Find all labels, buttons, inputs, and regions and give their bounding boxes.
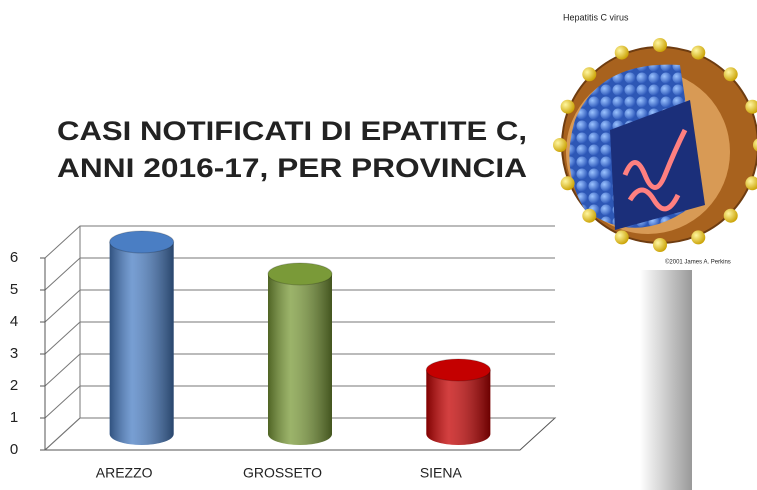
y-tick-label: 6: [10, 249, 18, 266]
y-tick-label: 2: [10, 377, 18, 394]
chart-title: CASI NOTIFICATI DI EPATITE C,: [57, 116, 527, 146]
bar: [425, 358, 491, 446]
virus-knob: [560, 99, 575, 114]
decor-bar: [640, 270, 692, 490]
virus-knob: [745, 99, 757, 114]
virus-knob: [614, 45, 629, 60]
virus-knob: [723, 67, 738, 82]
x-tick-label: GROSSETO: [243, 465, 322, 481]
bar: [109, 230, 175, 446]
image-caption: Hepatitis C virus: [563, 12, 629, 22]
y-tick-label: 0: [10, 441, 18, 458]
image-credit: ©2001 James A. Perkins: [665, 259, 731, 266]
y-tick-label: 4: [10, 313, 18, 330]
virus-knob: [753, 138, 757, 152]
virus-knob: [723, 208, 738, 223]
virus-knob: [560, 176, 575, 191]
bar-shade: [268, 274, 332, 445]
virus-knob: [614, 230, 629, 245]
y-tick-label: 1: [10, 409, 18, 426]
bar-shade: [109, 242, 174, 446]
chart-title: ANNI 2016-17, PER PROVINCIA: [57, 153, 527, 183]
bar-top: [425, 358, 491, 382]
bar: [267, 262, 333, 445]
virus-knob: [582, 67, 597, 82]
x-tick-label: AREZZO: [96, 465, 153, 481]
virus-knob: [691, 230, 706, 245]
x-tick-label: SIENA: [420, 465, 463, 481]
virus-knob: [653, 38, 667, 52]
virus-knob: [653, 238, 667, 252]
bar-top: [267, 262, 333, 286]
virus-knob: [582, 208, 597, 223]
virus-knob: [691, 45, 706, 60]
virus-knob: [745, 176, 757, 191]
y-tick-label: 5: [10, 281, 18, 298]
bar-shade: [426, 370, 491, 446]
virus-knob: [553, 138, 567, 152]
bar-top: [109, 230, 175, 254]
y-tick-label: 3: [10, 345, 18, 362]
virus-image: [561, 46, 757, 244]
